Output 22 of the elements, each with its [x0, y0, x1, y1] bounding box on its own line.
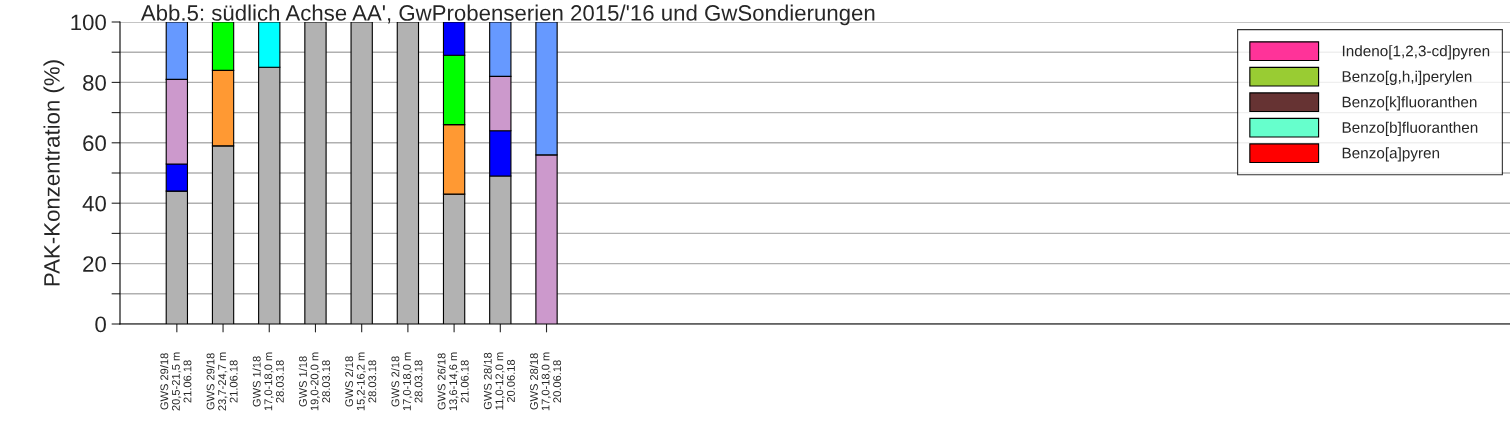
- y-tick-label: 100: [71, 14, 106, 31]
- x-tick-label: GWS 1/18 19,0-20,0 m 28.03.18: [298, 352, 331, 411]
- legend-label: Benzo[a]pyren: [1342, 147, 1440, 162]
- x-tick-label: GWS 2/18 15,2-16,2 m 28.03.18: [344, 352, 377, 411]
- x-tick-label: GWS 26/18 13,6-14,6 m 21.06.18: [437, 352, 469, 411]
- y-tick-label: 80: [83, 74, 106, 91]
- legend-label: Benzo[b]fluoranthen: [1342, 121, 1478, 136]
- chart-title: Abb.5: südlich Achse AA', GwProbenserien 2015/'16 und GwSondierungen: [140, 4, 875, 26]
- x-tick-label: GWS 2/18 17,0-18,0 m 28.03.18: [391, 352, 423, 411]
- y-tick-label: 60: [83, 135, 106, 152]
- y-tick-label: 20: [83, 256, 106, 272]
- x-tick-label: GWS 29/18 23,7-24,7 m 21.06.18: [206, 352, 238, 411]
- legend-label: Indeno[1,2,3-cd]pyren: [1342, 45, 1490, 60]
- y-axis-title: PAK-Konzentration (%): [43, 60, 65, 286]
- x-tick-label: GWS 29/18 20,5-21,5 m 21.06.18: [160, 352, 192, 411]
- x-tick-label: GWS 28/18 17,0-18,0 m 20.06.18: [529, 352, 562, 411]
- y-tick-label: 0: [95, 316, 106, 333]
- y-tick-label: 40: [82, 195, 106, 212]
- x-tick-label: GWS 28/18 11,0-12,0 m 20.06.18: [483, 352, 515, 410]
- legend-label: Benzo[g,h,i]perylen: [1342, 70, 1472, 85]
- legend-label: Benzo[k]fluoranthen: [1342, 96, 1477, 111]
- x-tick-label: GWS 1/18 17,0-18,0 m 28.03.18: [252, 352, 284, 411]
